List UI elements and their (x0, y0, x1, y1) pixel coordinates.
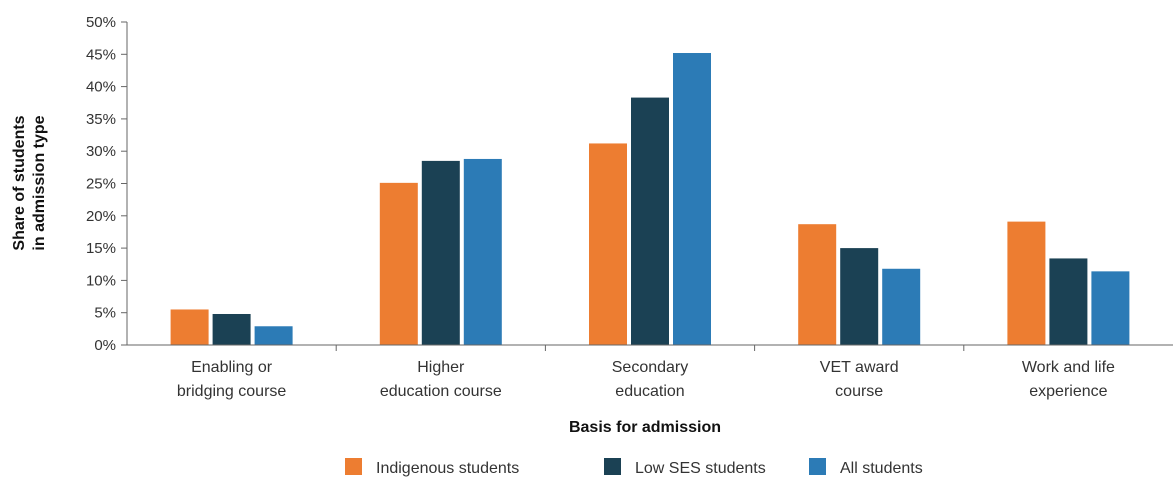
bar (212, 313, 251, 345)
y-tick-label: 0% (94, 337, 116, 354)
y-tick-label: 45% (86, 46, 116, 63)
category-label: Secondary (612, 359, 689, 376)
y-tick-label: 5% (94, 305, 116, 322)
legend-swatch (345, 458, 362, 475)
category-label: course (835, 383, 883, 400)
bar (840, 248, 879, 345)
y-tick-label: 15% (86, 240, 116, 257)
bar (882, 268, 921, 345)
category-label: Higher (417, 359, 465, 376)
category-label: experience (1029, 383, 1107, 400)
bar (254, 326, 293, 345)
category-label: VET award (820, 359, 899, 376)
bar (631, 97, 669, 345)
y-axis-title-text: Share of students in admission type (11, 115, 48, 250)
legend-swatch (809, 458, 826, 475)
bar (798, 224, 837, 345)
y-axis-title-line: Share of students (11, 115, 28, 250)
category-label: Enabling or (191, 359, 273, 376)
y-tick-label: 20% (86, 208, 116, 225)
bar (673, 53, 711, 346)
category-label: bridging course (177, 383, 287, 400)
y-tick-label: 35% (86, 111, 116, 128)
y-axis-title: Share of students in admission type (11, 115, 48, 250)
x-axis-title: Basis for admission (569, 419, 721, 436)
bar (1049, 258, 1088, 345)
y-tick-label: 25% (86, 176, 116, 193)
bars (170, 53, 1130, 346)
y-tick-label: 10% (86, 272, 116, 289)
legend-swatch (604, 458, 621, 475)
legend-label: Low SES students (635, 460, 766, 477)
y-tick-label: 30% (86, 143, 116, 160)
category-labels: Enabling or bridging course Higher educatio… (177, 359, 1115, 400)
category-label: education (615, 383, 684, 400)
y-tick-label: 50% (86, 14, 116, 31)
y-tick-label: 40% (86, 79, 116, 96)
legend: Indigenous students Low SES students All s… (345, 458, 923, 477)
bar (379, 182, 418, 345)
x-axis-tick-marks (335, 345, 965, 351)
y-axis-title-line: in admission type (31, 115, 48, 250)
legend-label: All students (840, 460, 923, 477)
category-label: Work and life (1022, 359, 1115, 376)
bar (589, 143, 627, 345)
bar (463, 158, 502, 345)
legend-label: Indigenous students (376, 460, 519, 477)
category-label: education course (380, 383, 502, 400)
bar (170, 309, 209, 345)
bar (421, 160, 460, 345)
y-axis-ticks: 0% 5% 10% 15% 20% 25% 30% 35% 40% 45% 50% (86, 14, 127, 354)
bar (1091, 271, 1130, 345)
bar (1007, 221, 1046, 345)
